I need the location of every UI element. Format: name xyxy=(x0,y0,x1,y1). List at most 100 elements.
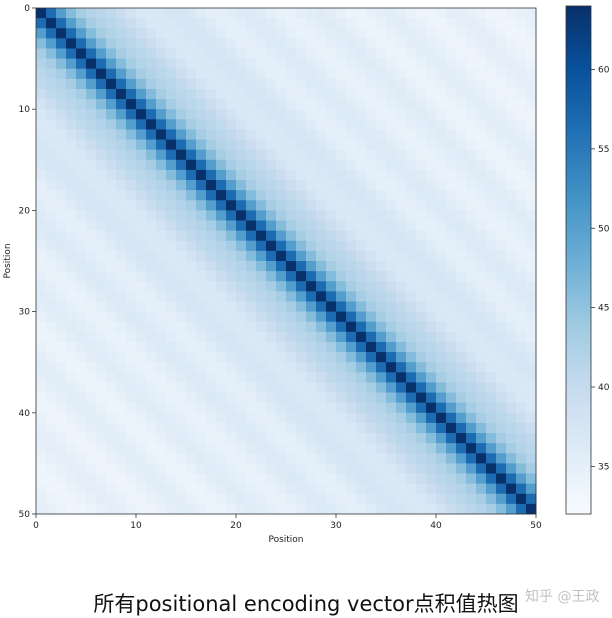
heatmap-cell xyxy=(116,261,127,272)
heatmap-cell xyxy=(406,129,417,140)
heatmap-cell xyxy=(76,68,87,80)
heatmap-cell xyxy=(96,48,107,59)
heatmap-cell xyxy=(236,28,247,39)
heatmap-cell xyxy=(506,362,517,373)
heatmap-cell xyxy=(286,109,297,120)
heatmap-cell xyxy=(346,180,357,191)
heatmap-cell xyxy=(296,58,307,70)
heatmap-cell xyxy=(396,240,407,252)
heatmap-cell xyxy=(186,220,197,232)
heatmap-cell xyxy=(476,129,487,140)
heatmap-cell xyxy=(326,362,337,373)
heatmap-cell xyxy=(66,473,77,485)
heatmap-cell xyxy=(286,301,297,312)
heatmap-cell xyxy=(256,493,267,505)
heatmap-cell xyxy=(516,139,527,151)
heatmap-cell xyxy=(236,382,247,393)
heatmap-cell xyxy=(176,190,187,201)
heatmap-cell xyxy=(316,159,327,171)
heatmap-cell xyxy=(366,200,377,211)
heatmap-cell xyxy=(456,48,467,59)
heatmap-cell xyxy=(206,250,217,262)
heatmap-cell xyxy=(76,301,87,312)
heatmap-cell xyxy=(446,433,457,444)
heatmap-cell xyxy=(246,88,257,100)
heatmap-cell xyxy=(66,220,77,232)
heatmap-cell xyxy=(296,250,307,262)
heatmap-cell xyxy=(246,18,257,29)
heatmap-cell xyxy=(506,159,517,171)
heatmap-cell xyxy=(96,139,107,151)
heatmap-cell xyxy=(316,119,327,130)
heatmap-cell xyxy=(436,180,447,191)
heatmap-cell xyxy=(216,230,227,242)
heatmap-cell xyxy=(146,321,157,333)
heatmap-cell xyxy=(336,159,347,171)
heatmap-cell xyxy=(86,99,97,110)
heatmap-cell xyxy=(426,402,437,414)
heatmap-cell xyxy=(166,230,177,242)
heatmap-cell xyxy=(366,271,377,282)
heatmap-cell xyxy=(66,453,77,464)
heatmap-cell xyxy=(156,190,167,201)
heatmap-cell xyxy=(156,88,167,100)
heatmap-cell xyxy=(336,240,347,252)
heatmap-cell xyxy=(46,271,57,282)
heatmap-cell xyxy=(236,503,247,515)
heatmap-cell xyxy=(196,422,207,434)
heatmap-cell xyxy=(136,220,147,232)
heatmap-cell xyxy=(466,301,477,312)
heatmap-cell xyxy=(46,240,57,252)
heatmap-cell xyxy=(396,291,407,302)
heatmap-cell xyxy=(126,392,137,404)
heatmap-cell xyxy=(476,372,487,383)
heatmap-cell xyxy=(216,372,227,383)
heatmap-cell xyxy=(156,220,167,232)
heatmap-cell xyxy=(176,402,187,414)
heatmap-cell xyxy=(256,433,267,444)
heatmap-cell xyxy=(286,169,297,181)
heatmap-cell xyxy=(326,503,337,515)
heatmap-cell xyxy=(126,139,137,151)
heatmap-cell xyxy=(126,220,137,232)
heatmap-cell xyxy=(226,180,237,191)
heatmap-cell xyxy=(56,88,67,100)
heatmap-cell xyxy=(416,392,427,404)
heatmap-cell xyxy=(396,352,407,363)
heatmap-cell xyxy=(176,58,187,70)
heatmap-cell xyxy=(516,119,527,130)
heatmap-cell xyxy=(216,443,227,454)
heatmap-cell xyxy=(106,149,117,161)
heatmap-cell xyxy=(226,119,237,130)
heatmap-cell xyxy=(206,341,217,353)
heatmap-cell xyxy=(366,281,377,292)
heatmap-cell xyxy=(316,250,327,262)
heatmap-cell xyxy=(496,443,507,454)
heatmap-cell xyxy=(256,58,267,70)
heatmap-cell xyxy=(56,18,67,29)
heatmap-cell xyxy=(46,159,57,171)
heatmap-cell xyxy=(176,412,187,424)
heatmap-cell xyxy=(116,139,127,151)
heatmap-cell xyxy=(286,78,297,90)
heatmap-cell xyxy=(76,169,87,181)
heatmap-cell xyxy=(516,99,527,110)
heatmap-cell xyxy=(146,331,157,343)
heatmap-cell xyxy=(396,119,407,130)
heatmap-cell xyxy=(456,261,467,272)
heatmap-cell xyxy=(186,301,197,312)
heatmap-cell xyxy=(186,149,197,161)
heatmap-cell xyxy=(526,119,537,130)
heatmap-cell xyxy=(76,321,87,333)
heatmap-cell xyxy=(116,78,127,90)
heatmap-cell xyxy=(416,443,427,454)
heatmap-cell xyxy=(516,129,527,140)
heatmap-cell xyxy=(166,28,177,39)
heatmap-cell xyxy=(436,8,447,19)
heatmap-cell xyxy=(516,230,527,242)
heatmap-cell xyxy=(366,58,377,70)
heatmap-cell xyxy=(346,230,357,242)
heatmap-cell xyxy=(266,261,277,272)
heatmap-cell xyxy=(216,210,227,221)
